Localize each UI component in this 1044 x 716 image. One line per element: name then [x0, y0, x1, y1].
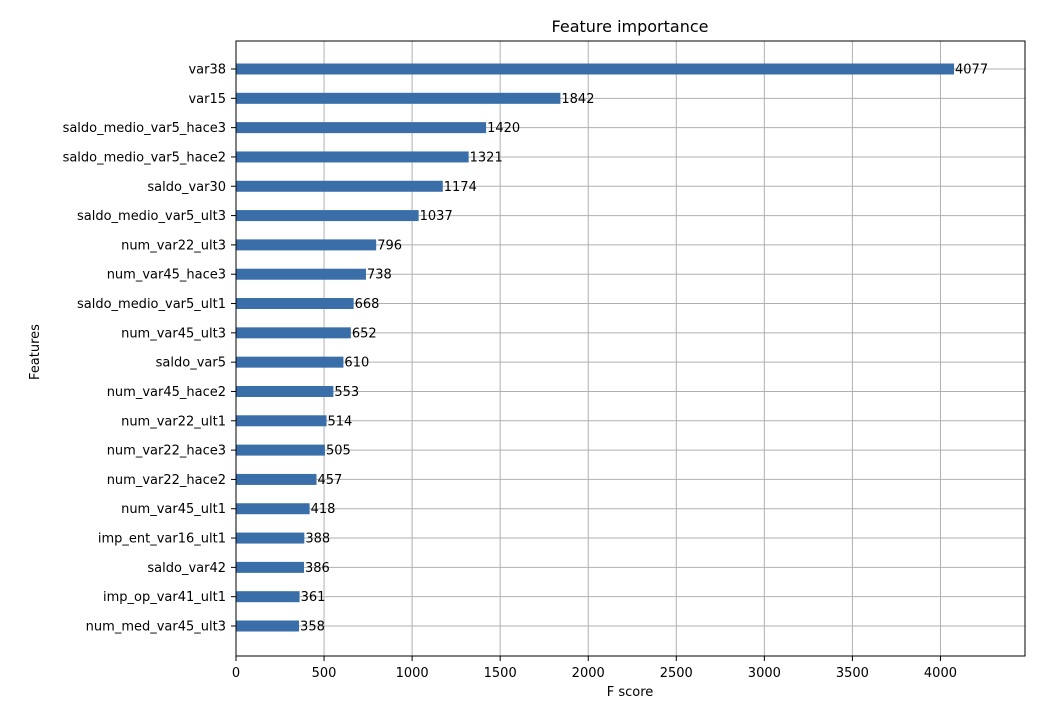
plot-frame — [235, 40, 1026, 657]
y-tick-label: num_var45_ult1 — [121, 502, 226, 517]
y-tick-label: num_var22_ult1 — [121, 414, 226, 429]
y-tick-label: saldo_medio_var5_hace3 — [63, 121, 226, 136]
bar — [236, 532, 305, 544]
bar-value-label: 1420 — [487, 121, 520, 136]
x-tick-label: 0 — [232, 666, 240, 681]
bar-value-label: 358 — [300, 620, 325, 635]
x-tick-label: 1000 — [396, 666, 429, 681]
bar — [236, 151, 469, 163]
data-labels: 4077 1842 1420 1321 1174 1037 796 738 668 652 610 5… — [300, 63, 988, 635]
bars — [236, 63, 955, 632]
bar-value-label: 1037 — [420, 209, 453, 224]
y-tick-label: saldo_var30 — [147, 180, 226, 195]
bar — [236, 298, 354, 310]
x-tick-label: 3500 — [836, 666, 869, 681]
bar-value-label: 1321 — [470, 150, 503, 165]
x-tick-labels: 0 500 1000 1500 2000 2500 3000 3500 4000 — [232, 656, 957, 681]
y-tick-label: saldo_medio_var5_ult1 — [77, 297, 226, 312]
y-tick-label: imp_ent_var16_ult1 — [98, 532, 226, 547]
bar — [236, 268, 366, 280]
y-tick-label: saldo_medio_var5_ult3 — [77, 209, 226, 224]
bar — [236, 385, 334, 397]
bar — [236, 239, 377, 251]
y-tick-label: saldo_medio_var5_hace2 — [63, 150, 226, 165]
bar — [236, 327, 351, 339]
y-tick-label: num_var45_hace3 — [107, 268, 226, 283]
y-tick-label: num_var22_hace3 — [107, 444, 226, 459]
bar — [236, 561, 304, 573]
bar-value-label: 457 — [317, 473, 342, 488]
bar-value-label: 386 — [305, 561, 330, 576]
bar — [236, 415, 327, 427]
x-tick-label: 2500 — [660, 666, 693, 681]
y-tick-label: saldo_var42 — [147, 561, 226, 576]
bar — [236, 473, 317, 485]
bar — [236, 503, 310, 515]
bar-value-label: 1842 — [561, 92, 594, 107]
x-tick-label: 3000 — [748, 666, 781, 681]
bar — [236, 122, 487, 134]
y-tick-label: var38 — [188, 63, 226, 78]
bar-value-label: 738 — [367, 268, 392, 283]
x-tick-label: 500 — [312, 666, 337, 681]
y-tick-label: var15 — [188, 92, 226, 107]
grid-lines — [235, 41, 1025, 656]
bar — [236, 356, 344, 368]
bar-value-label: 553 — [334, 385, 359, 400]
bar — [236, 444, 325, 456]
bar — [236, 210, 419, 222]
x-axis-label: F score — [607, 685, 654, 700]
y-tick-label: saldo_var5 — [156, 356, 226, 371]
bar — [236, 620, 300, 632]
bar — [236, 63, 955, 75]
bar-value-label: 388 — [305, 532, 330, 547]
bar — [236, 92, 561, 104]
bar-value-label: 418 — [311, 502, 336, 517]
bar-value-label: 652 — [352, 326, 377, 341]
x-tick-label: 2000 — [572, 666, 605, 681]
bar — [236, 591, 300, 603]
x-tick-label: 4000 — [924, 666, 957, 681]
y-axis-label: Features — [28, 324, 43, 380]
bar-value-label: 4077 — [955, 63, 988, 78]
chart-title: Feature importance — [552, 17, 709, 36]
bar-value-label: 1174 — [444, 180, 477, 195]
y-tick-label: num_var45_hace2 — [107, 385, 226, 400]
bar-value-label: 514 — [328, 414, 353, 429]
y-tick-label: num_var45_ult3 — [121, 326, 226, 341]
y-tick-label: imp_op_var41_ult1 — [103, 590, 226, 605]
bar-value-label: 505 — [326, 444, 351, 459]
x-tick-label: 1500 — [484, 666, 517, 681]
bar-value-label: 610 — [344, 356, 369, 371]
bar-value-label: 796 — [377, 238, 402, 253]
bar — [236, 180, 443, 192]
y-tick-labels: var38 var15 saldo_medio_var5_hace3 saldo_me… — [63, 63, 236, 635]
y-tick-label: num_var22_hace2 — [107, 473, 226, 488]
y-tick-label: num_var22_ult3 — [121, 238, 226, 253]
bar-value-label: 668 — [355, 297, 380, 312]
y-tick-label: num_med_var45_ult3 — [86, 620, 226, 635]
bar-value-label: 361 — [301, 590, 326, 605]
